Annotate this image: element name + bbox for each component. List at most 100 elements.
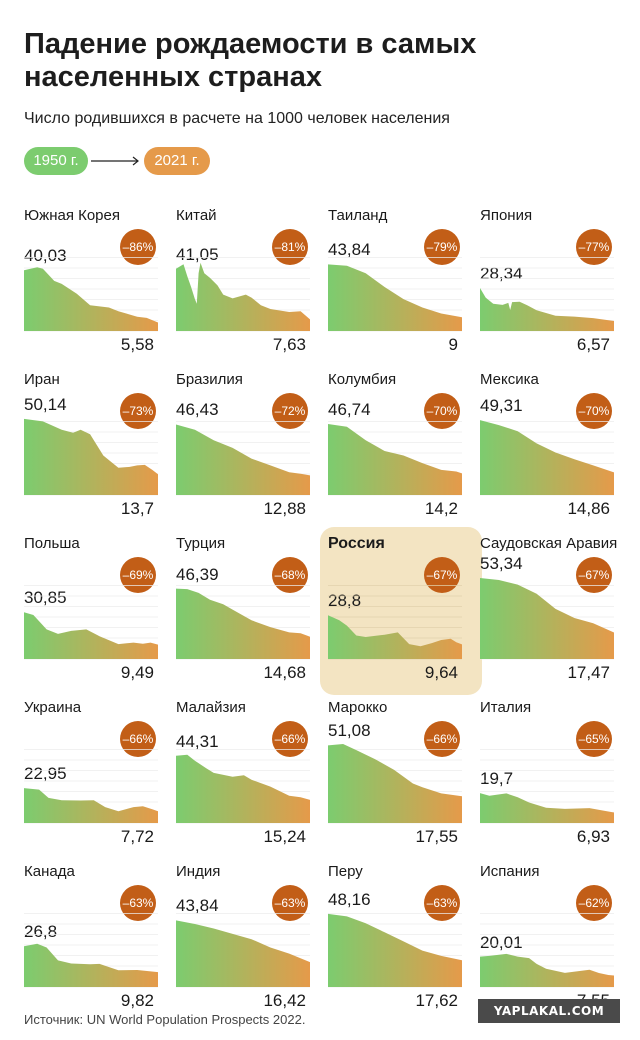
birth-rate-area-chart bbox=[480, 578, 614, 660]
country-panel: Саудовская Аравия 53,34 –67% 17,47 bbox=[480, 535, 626, 687]
series-area bbox=[328, 615, 462, 659]
start-value-label: 26,8 bbox=[24, 922, 58, 941]
percent-change-badge: –77% bbox=[576, 229, 612, 265]
percent-change-badge: –67% bbox=[424, 557, 460, 593]
start-value-label: 48,16 bbox=[328, 890, 371, 909]
series-area bbox=[480, 288, 614, 331]
series-area bbox=[328, 913, 462, 987]
start-value-label: 46,43 bbox=[176, 400, 219, 419]
country-panel: Перу 48,16 –63% 17,62 bbox=[328, 863, 474, 1015]
percent-change-badge: –63% bbox=[424, 885, 460, 921]
percent-change-badge: –63% bbox=[120, 885, 156, 921]
country-name: Малайзия bbox=[176, 699, 246, 716]
start-value-label: 19,7 bbox=[480, 769, 514, 788]
start-value-label: 46,39 bbox=[176, 565, 219, 584]
percent-change-badge: –72% bbox=[272, 393, 308, 429]
birth-rate-area-chart bbox=[480, 257, 614, 332]
percent-change-badge: –86% bbox=[120, 229, 156, 265]
country-name: Бразилия bbox=[176, 371, 243, 388]
country-name: Саудовская Аравия bbox=[480, 535, 618, 552]
country-panel: Таиланд 43,84 –79% 9 bbox=[328, 207, 474, 359]
percent-change-badge: –65% bbox=[576, 721, 612, 757]
country-name: Марокко bbox=[328, 699, 388, 716]
percent-change-badge: –66% bbox=[424, 721, 460, 757]
end-value-label: 5,58 bbox=[120, 335, 154, 354]
country-panel: Италия 19,7 –65% 6,93 bbox=[480, 699, 626, 851]
start-value-label: 46,74 bbox=[328, 400, 371, 419]
start-value-label: 20,01 bbox=[480, 933, 523, 952]
country-panel: Турция 46,39 –68% 14,68 bbox=[176, 535, 322, 687]
country-panel: Колумбия 46,74 –70% 14,2 bbox=[328, 371, 474, 523]
series-area bbox=[24, 267, 158, 331]
country-panel: Польша 30,85 –69% 9,49 bbox=[24, 535, 170, 687]
country-name: Польша bbox=[24, 535, 80, 552]
series-area bbox=[176, 262, 310, 331]
percent-change-badge: –68% bbox=[272, 557, 308, 593]
percent-change-badge: –79% bbox=[424, 229, 460, 265]
page-subtitle: Число родившихся в расчете на 1000 челов… bbox=[24, 110, 450, 127]
percent-change-badge: –62% bbox=[576, 885, 612, 921]
page-title: Падение рождаемости в самых населенных с… bbox=[24, 28, 477, 93]
legend-start-pill: 1950 г. bbox=[24, 147, 88, 175]
series-area bbox=[24, 788, 158, 823]
end-value-label: 9,82 bbox=[120, 991, 154, 1010]
start-value-label: 40,03 bbox=[24, 246, 67, 265]
percent-change-badge: –81% bbox=[272, 229, 308, 265]
birth-rate-area-chart bbox=[480, 420, 614, 496]
arrow-right-icon bbox=[91, 156, 139, 166]
country-name: Колумбия bbox=[328, 371, 397, 388]
birth-rate-area-chart bbox=[24, 257, 158, 332]
country-panel: Малайзия 44,31 –66% 15,24 bbox=[176, 699, 322, 851]
source-note: Источник: UN World Population Prospects … bbox=[24, 1012, 306, 1027]
start-value-label: 30,85 bbox=[24, 588, 67, 607]
end-value-label: 14,86 bbox=[567, 499, 610, 518]
end-value-label: 14,68 bbox=[263, 663, 306, 682]
legend-end-pill: 2021 г. bbox=[144, 147, 210, 175]
series-area bbox=[176, 754, 310, 823]
birth-rate-area-chart bbox=[328, 421, 462, 496]
series-area bbox=[24, 418, 158, 495]
country-name: Италия bbox=[480, 699, 532, 716]
start-value-label: 51,08 bbox=[328, 721, 371, 740]
country-name: Перу bbox=[328, 863, 363, 880]
end-value-label: 16,42 bbox=[263, 991, 306, 1010]
percent-change-badge: –70% bbox=[424, 393, 460, 429]
birth-rate-area-chart bbox=[24, 418, 158, 496]
birth-rate-area-chart bbox=[176, 421, 310, 496]
start-value-label: 22,95 bbox=[24, 764, 67, 783]
series-area bbox=[480, 793, 614, 823]
series-area bbox=[328, 264, 462, 331]
start-value-label: 44,31 bbox=[176, 732, 219, 751]
country-panel: Мексика 49,31 –70% 14,86 bbox=[480, 371, 626, 523]
percent-change-badge: –67% bbox=[576, 557, 612, 593]
country-panel: Марокко 51,08 –66% 17,55 bbox=[328, 699, 474, 851]
year-legend: 1950 г. 2021 г. bbox=[24, 147, 264, 175]
country-panel: Бразилия 46,43 –72% 12,88 bbox=[176, 371, 322, 523]
start-value-label: 53,34 bbox=[480, 554, 523, 573]
end-value-label: 7,63 bbox=[272, 335, 306, 354]
country-name: Таиланд bbox=[328, 207, 388, 224]
country-name: Иран bbox=[24, 371, 60, 388]
end-value-label: 6,93 bbox=[576, 827, 610, 846]
end-value-label: 13,7 bbox=[120, 499, 154, 518]
country-name: Турция bbox=[176, 535, 226, 552]
end-value-label: 17,55 bbox=[415, 827, 458, 846]
birth-rate-area-chart bbox=[328, 585, 462, 660]
end-value-label: 14,2 bbox=[424, 499, 458, 518]
birth-rate-area-chart bbox=[176, 585, 310, 660]
country-name: Индия bbox=[176, 863, 221, 880]
end-value-label: 9,64 bbox=[424, 663, 458, 682]
end-value-label: 17,47 bbox=[567, 663, 610, 682]
percent-change-badge: –73% bbox=[120, 393, 156, 429]
country-panel: Канада 26,8 –63% 9,82 bbox=[24, 863, 170, 1015]
country-panel: Южная Корея 40,03 –86% 5,58 bbox=[24, 207, 170, 359]
series-area bbox=[176, 424, 310, 495]
start-value-label: 43,84 bbox=[176, 896, 219, 915]
start-value-label: 43,84 bbox=[328, 240, 371, 259]
country-name: Южная Корея bbox=[24, 207, 120, 224]
birth-rate-area-chart bbox=[24, 749, 158, 824]
country-panel: Иран 50,14 –73% 13,7 bbox=[24, 371, 170, 523]
series-area bbox=[176, 588, 310, 659]
series-area bbox=[480, 578, 614, 659]
